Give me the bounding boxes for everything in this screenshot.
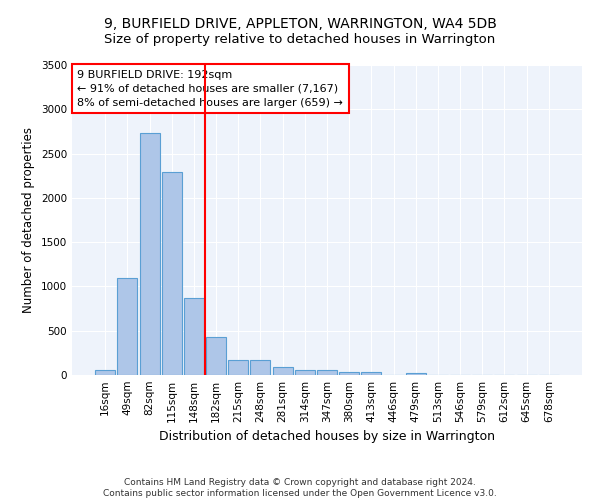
Bar — [317, 370, 337, 375]
Bar — [118, 278, 137, 375]
Text: 9, BURFIELD DRIVE, APPLETON, WARRINGTON, WA4 5DB: 9, BURFIELD DRIVE, APPLETON, WARRINGTON,… — [104, 18, 496, 32]
Bar — [95, 370, 115, 375]
Bar — [184, 298, 204, 375]
Text: 9 BURFIELD DRIVE: 192sqm
← 91% of detached houses are smaller (7,167)
8% of semi: 9 BURFIELD DRIVE: 192sqm ← 91% of detach… — [77, 70, 343, 108]
Bar — [228, 360, 248, 375]
Bar — [140, 133, 160, 375]
Bar — [250, 360, 271, 375]
Bar — [272, 367, 293, 375]
Y-axis label: Number of detached properties: Number of detached properties — [22, 127, 35, 313]
Bar — [206, 337, 226, 375]
Text: Contains HM Land Registry data © Crown copyright and database right 2024.
Contai: Contains HM Land Registry data © Crown c… — [103, 478, 497, 498]
Bar — [162, 172, 182, 375]
X-axis label: Distribution of detached houses by size in Warrington: Distribution of detached houses by size … — [159, 430, 495, 444]
Bar — [295, 370, 315, 375]
Bar — [406, 373, 426, 375]
Bar — [361, 372, 382, 375]
Bar — [339, 372, 359, 375]
Text: Size of property relative to detached houses in Warrington: Size of property relative to detached ho… — [104, 32, 496, 46]
